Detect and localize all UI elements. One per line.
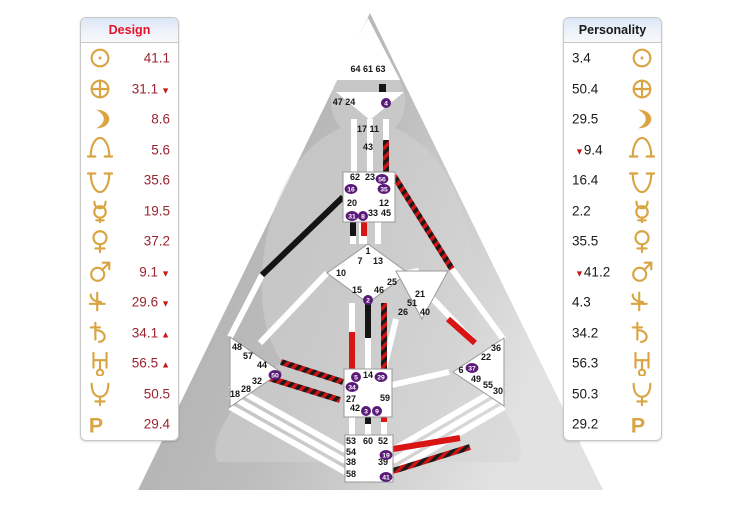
svg-text:17 11: 17 11 <box>357 124 379 134</box>
svg-text:34: 34 <box>348 384 356 391</box>
svg-text:51: 51 <box>407 298 417 308</box>
svg-text:4: 4 <box>384 100 388 107</box>
svg-text:36: 36 <box>491 343 501 353</box>
svg-text:33: 33 <box>368 208 378 218</box>
svg-text:20: 20 <box>347 198 357 208</box>
svg-text:16: 16 <box>347 186 355 193</box>
svg-text:30: 30 <box>493 386 503 396</box>
svg-text:50: 50 <box>271 372 279 379</box>
svg-text:3: 3 <box>364 408 368 415</box>
svg-text:58: 58 <box>346 469 356 479</box>
svg-text:5: 5 <box>354 374 358 381</box>
svg-text:29: 29 <box>377 374 385 381</box>
svg-text:15: 15 <box>352 285 362 295</box>
svg-text:43: 43 <box>363 142 373 152</box>
svg-text:41: 41 <box>382 474 390 481</box>
svg-text:12: 12 <box>379 198 389 208</box>
svg-text:1: 1 <box>365 246 370 256</box>
svg-text:56: 56 <box>378 176 386 183</box>
svg-text:45: 45 <box>381 208 391 218</box>
svg-text:25: 25 <box>387 277 397 287</box>
svg-text:54: 54 <box>346 447 356 457</box>
svg-text:37: 37 <box>468 365 476 372</box>
svg-text:28: 28 <box>241 384 251 394</box>
svg-text:47 24: 47 24 <box>333 97 356 107</box>
svg-text:42: 42 <box>350 403 360 413</box>
svg-text:2: 2 <box>366 297 370 304</box>
svg-text:48: 48 <box>232 342 242 352</box>
svg-text:55: 55 <box>483 380 493 390</box>
svg-text:64 61 63: 64 61 63 <box>350 64 385 74</box>
svg-text:46: 46 <box>374 285 384 295</box>
svg-text:57: 57 <box>243 351 253 361</box>
svg-text:23: 23 <box>365 172 375 182</box>
svg-text:53: 53 <box>346 436 356 446</box>
svg-text:59: 59 <box>380 393 390 403</box>
svg-text:44: 44 <box>257 360 267 370</box>
svg-text:40: 40 <box>420 307 430 317</box>
svg-text:32: 32 <box>252 376 262 386</box>
svg-text:31: 31 <box>348 213 356 220</box>
svg-text:38: 38 <box>346 457 356 467</box>
svg-text:18: 18 <box>230 389 240 399</box>
svg-text:14: 14 <box>363 370 373 380</box>
svg-text:13: 13 <box>373 256 383 266</box>
svg-text:49: 49 <box>471 374 481 384</box>
svg-text:19: 19 <box>382 452 390 459</box>
svg-text:22: 22 <box>481 352 491 362</box>
svg-text:8: 8 <box>361 213 365 220</box>
svg-text:60: 60 <box>363 436 373 446</box>
svg-text:35: 35 <box>380 186 388 193</box>
svg-text:26: 26 <box>398 307 408 317</box>
svg-text:9: 9 <box>375 408 379 415</box>
svg-text:10: 10 <box>336 268 346 278</box>
svg-text:6: 6 <box>458 365 463 375</box>
svg-text:7: 7 <box>357 256 362 266</box>
svg-text:62: 62 <box>350 172 360 182</box>
svg-text:52: 52 <box>378 436 388 446</box>
